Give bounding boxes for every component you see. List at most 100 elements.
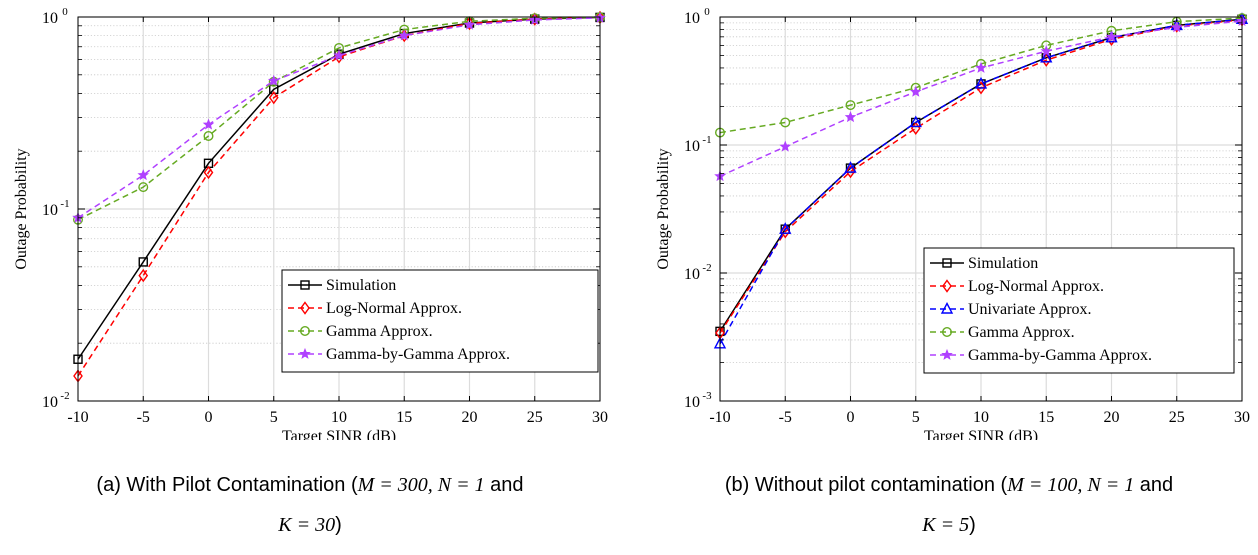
chart-a-series-line: [77, 17, 601, 219]
chart-a-x-tick-label: -10: [67, 409, 88, 426]
chart-b-x-tick-label: -10: [709, 409, 730, 426]
chart-a-data-point: [137, 169, 150, 181]
chart-b-legend-marker: [942, 327, 953, 338]
chart-b-data-point: [1170, 21, 1183, 33]
chart-a-data-point: [138, 182, 149, 193]
caption-b-suffix: and: [1134, 474, 1174, 496]
chart-b-data-point: [845, 100, 856, 111]
chart-b-y-tick-label: 10: [684, 138, 700, 155]
chart-b-legend-label: Simulation: [968, 255, 1038, 272]
chart-b-data-point: [1105, 30, 1118, 42]
caption-a-math: M = 300, N = 1: [357, 474, 485, 496]
caption-b-text: (b) Without pilot contamination (: [724, 474, 1008, 496]
chart-b-x-tick-label: 30: [1234, 409, 1250, 426]
chart-b-data-point: [975, 61, 987, 73]
chart-a-data-point: [203, 130, 214, 141]
chart-b-data-point: [909, 115, 922, 128]
chart-b-y-tick-exponent: -1: [702, 134, 711, 146]
chart-a-data-point: [138, 257, 148, 267]
chart-b-y-tick-label: 10: [684, 10, 700, 27]
chart-a-x-tick-label: 5: [270, 409, 278, 426]
chart-b-x-tick-label: 0: [847, 409, 855, 426]
chart-b-x-tick-label: 15: [1038, 409, 1054, 426]
chart-b-y-tick-exponent: -2: [702, 262, 711, 274]
chart-b-series-line: [719, 18, 1243, 345]
chart-a-x-ticks: -10 -5 0 5 10 15 20 25 30: [67, 17, 608, 426]
chart-b-data-point: [909, 85, 922, 97]
chart-a-y-axis-label: Outage Probability: [13, 148, 30, 269]
chart-b-y-tick-exponent: -3: [702, 390, 712, 402]
chart-b-x-tick-label: 5: [912, 409, 920, 426]
chart-b-legend-box: [923, 247, 1235, 374]
chart-a-y-tick-exponent: -1: [60, 198, 69, 210]
caption-b-math-2: K = 5: [922, 514, 970, 536]
chart-a-legend-label: Gamma Approx.: [326, 323, 433, 340]
chart-b-legend: Simulation Log-Normal Approx. Univariate A…: [923, 247, 1235, 374]
chart-a-legend: Simulation Log-Normal Approx. Gamma Approx…: [281, 269, 599, 373]
chart-b-y-tick-label: 10: [684, 394, 700, 411]
chart-a-legend-box: [281, 269, 599, 373]
chart-a-series-line: [77, 16, 601, 221]
chart-a-x-tick-label: 10: [331, 409, 347, 426]
chart-b-x-tick-label: 20: [1104, 409, 1120, 426]
caption-b-end: ): [969, 514, 976, 536]
chart-a-series-line: [77, 16, 601, 377]
chart-b-legend-label: Gamma Approx.: [968, 324, 1075, 341]
caption-a-end: ): [335, 514, 342, 536]
chart-b-legend-label: Univariate Approx.: [968, 301, 1092, 318]
chart-b-data-point: [779, 222, 792, 234]
chart-b-data-point: [780, 117, 791, 128]
chart-b-y-tick-exponent: 0: [704, 6, 710, 18]
chart-b-x-ticks: -10 -5 0 5 10 15 20 25 30: [709, 17, 1250, 426]
chart-b-x-tick-label: 10: [973, 409, 989, 426]
chart-b-data-point: [1040, 50, 1053, 63]
caption-b: (b) Without pilot contamination (M = 100…: [640, 465, 1258, 545]
chart-a-y-tick-exponent: 0: [62, 6, 68, 18]
chart-b-data-point: [845, 164, 856, 179]
chart-a-data-point: [333, 49, 345, 61]
chart-b-data-point: [1040, 45, 1053, 57]
chart-a-data-point: [463, 18, 476, 30]
chart-a-x-axis-label: Target SINR (dB): [282, 428, 396, 440]
chart-b-legend-marker: [941, 348, 953, 360]
chart-a-y-tick-label: 10: [42, 10, 58, 27]
chart-b-x-tick-label: -5: [779, 409, 792, 426]
chart-a-x-tick-label: 20: [462, 409, 478, 426]
chart-a-legend-label: Log-Normal Approx.: [326, 300, 462, 317]
chart-b-legend-label: Gamma-by-Gamma Approx.: [968, 347, 1152, 364]
chart-a-x-tick-label: 25: [527, 409, 543, 426]
chart-a-data-point: [203, 165, 214, 180]
chart-b-data-point: [844, 111, 857, 123]
chart-a-y-tick-label: 10: [42, 202, 58, 219]
chart-a-data-point: [202, 118, 215, 130]
chart-a-y-tick-exponent: -2: [60, 390, 69, 402]
chart-a-y-tick-label: 10: [42, 394, 58, 411]
chart-a-legend-marker: [300, 326, 311, 337]
chart-b-data-point: [844, 161, 857, 173]
chart-a-x-tick-label: 30: [592, 409, 608, 426]
chart-b-legend-marker: [942, 279, 952, 293]
chart-a-legend-marker: [300, 301, 310, 315]
chart-b-y-tick-label: 10: [684, 266, 700, 283]
chart-b-legend-marker: [940, 301, 954, 314]
chart-b-data-point: [974, 76, 988, 89]
chart-a-data-point: [267, 74, 280, 86]
chart-b-x-tick-label: 25: [1169, 409, 1185, 426]
chart-a-legend-marker: [300, 280, 310, 290]
caption-a-suffix: and: [484, 474, 524, 496]
caption-a: (a) With Pilot Contamination (M = 300, N…: [10, 465, 610, 545]
chart-a-x-tick-label: 15: [396, 409, 412, 426]
caption-a-text: (a) With Pilot Contamination (: [96, 474, 358, 496]
chart-b-legend-label: Log-Normal Approx.: [968, 278, 1104, 295]
chart-b-y-axis-label: Outage Probability: [655, 148, 672, 269]
chart-a-x-tick-label: 0: [205, 409, 213, 426]
chart-a-x-tick-label: -5: [137, 409, 150, 426]
caption-b-math: M = 100, N = 1: [1007, 474, 1135, 496]
chart-b-data-point: [779, 140, 792, 152]
chart-a-data-point: [398, 29, 411, 41]
chart-a-data-point: [268, 90, 279, 105]
